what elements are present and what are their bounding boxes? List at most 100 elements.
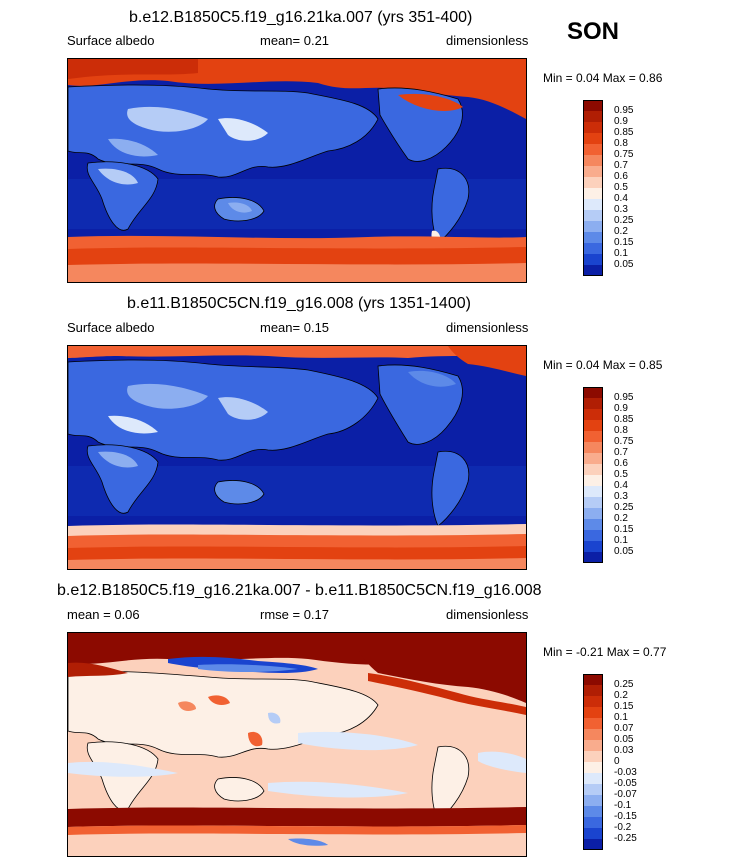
colorbar-label: 0.95 (614, 105, 634, 116)
colorbar-box (583, 751, 603, 762)
colorbar-label: 0.85 (614, 414, 634, 425)
colorbar-box (583, 453, 603, 464)
panel-1-map (67, 58, 527, 283)
colorbar-label: 0.2 (614, 690, 628, 701)
colorbar-label: 0.25 (614, 502, 634, 513)
colorbar-label: 0.15 (614, 524, 634, 535)
colorbar-label: 0.9 (614, 403, 628, 414)
colorbar-box (583, 398, 603, 409)
colorbar-box (583, 784, 603, 795)
colorbar-box (583, 817, 603, 828)
panel-1-mean-label: mean= 0.21 (260, 33, 330, 48)
colorbar-label: 0.2 (614, 226, 628, 237)
panel-2-minmax: Min = 0.04 Max = 0.85 (543, 358, 663, 372)
colorbar-box (583, 696, 603, 707)
colorbar-box (583, 210, 603, 221)
colorbar-label: 0.05 (614, 259, 634, 270)
colorbar-label: 0.4 (614, 193, 628, 204)
panel-3-mean-label: mean = 0.06 (67, 607, 140, 622)
colorbar-label: 0.6 (614, 458, 628, 469)
panel-3-title: b.e12.B1850C5.f19_g16.21ka.007 - b.e11.B… (57, 582, 542, 599)
panel-1-left-label: Surface albedo (67, 33, 155, 48)
colorbar-label: 0.4 (614, 480, 628, 491)
colorbar-label: 0.03 (614, 745, 634, 756)
season-label: SON (567, 18, 620, 45)
panel-2-units-label: dimensionless (446, 320, 529, 335)
colorbar-label: -0.05 (614, 778, 637, 789)
colorbar-box (583, 685, 603, 696)
colorbar-label: 0.6 (614, 171, 628, 182)
colorbar-box (583, 409, 603, 420)
colorbar-box (583, 111, 603, 122)
colorbar-label: -0.1 (614, 800, 632, 811)
colorbar-box (583, 199, 603, 210)
colorbar-box (583, 707, 603, 718)
colorbar-label: 0.07 (614, 723, 634, 734)
colorbar-label: 0.1 (614, 712, 628, 723)
panel-3-units-label: dimensionless (446, 607, 529, 622)
colorbar-box (583, 254, 603, 265)
colorbar-box (583, 243, 603, 254)
colorbar-label: 0.15 (614, 701, 634, 712)
colorbar-label: 0.8 (614, 138, 628, 149)
colorbar-label: 0 (614, 756, 620, 767)
colorbar-box (583, 431, 603, 442)
colorbar-box (583, 188, 603, 199)
colorbar-box (583, 508, 603, 519)
colorbar-label: 0.05 (614, 734, 634, 745)
panel-3-rmse-label: rmse = 0.17 (260, 607, 330, 622)
panel-2-colorbar (583, 387, 603, 563)
colorbar-box (583, 177, 603, 188)
colorbar-label: 0.05 (614, 546, 634, 557)
colorbar-box (583, 530, 603, 541)
colorbar-box (583, 221, 603, 232)
colorbar-box (583, 420, 603, 431)
colorbar-box (583, 773, 603, 784)
colorbar-box (583, 674, 603, 685)
panel-3-minmax: Min = -0.21 Max = 0.77 (543, 645, 667, 659)
colorbar-label: -0.15 (614, 811, 637, 822)
colorbar-box (583, 133, 603, 144)
colorbar-label: 0.25 (614, 215, 634, 226)
colorbar-label: 0.1 (614, 248, 628, 259)
panel-3-map (67, 632, 527, 857)
panel-2-map (67, 345, 527, 570)
colorbar-label: 0.15 (614, 237, 634, 248)
panel-2-mean-label: mean= 0.15 (260, 320, 330, 335)
colorbar-label: 0.7 (614, 160, 628, 171)
panel-1-colorbar (583, 100, 603, 276)
colorbar-box (583, 442, 603, 453)
colorbar-label: 0.2 (614, 513, 628, 524)
colorbar-label: 0.3 (614, 204, 628, 215)
panel-2-left-label: Surface albedo (67, 320, 155, 335)
colorbar-label: -0.2 (614, 822, 632, 833)
colorbar-box (583, 265, 603, 276)
colorbar-label: 0.9 (614, 116, 628, 127)
colorbar-label: 0.3 (614, 491, 628, 502)
colorbar-box (583, 552, 603, 563)
colorbar-box (583, 828, 603, 839)
colorbar-box (583, 740, 603, 751)
colorbar-label: 0.1 (614, 535, 628, 546)
colorbar-label: 0.5 (614, 182, 628, 193)
colorbar-box (583, 166, 603, 177)
colorbar-label: -0.07 (614, 789, 637, 800)
colorbar-box (583, 122, 603, 133)
colorbar-box (583, 795, 603, 806)
panel-1-units-label: dimensionless (446, 33, 529, 48)
colorbar-box (583, 762, 603, 773)
colorbar-label: 0.5 (614, 469, 628, 480)
colorbar-label: 0.85 (614, 127, 634, 138)
colorbar-box (583, 839, 603, 850)
colorbar-box (583, 729, 603, 740)
colorbar-label: 0.95 (614, 392, 634, 403)
colorbar-box (583, 155, 603, 166)
colorbar-box (583, 232, 603, 243)
panel-2-title: b.e11.B1850C5CN.f19_g16.008 (yrs 1351-14… (127, 295, 471, 312)
colorbar-box (583, 718, 603, 729)
colorbar-box (583, 541, 603, 552)
colorbar-box (583, 519, 603, 530)
colorbar-box (583, 387, 603, 398)
colorbar-label: 0.8 (614, 425, 628, 436)
colorbar-label: 0.75 (614, 149, 634, 160)
